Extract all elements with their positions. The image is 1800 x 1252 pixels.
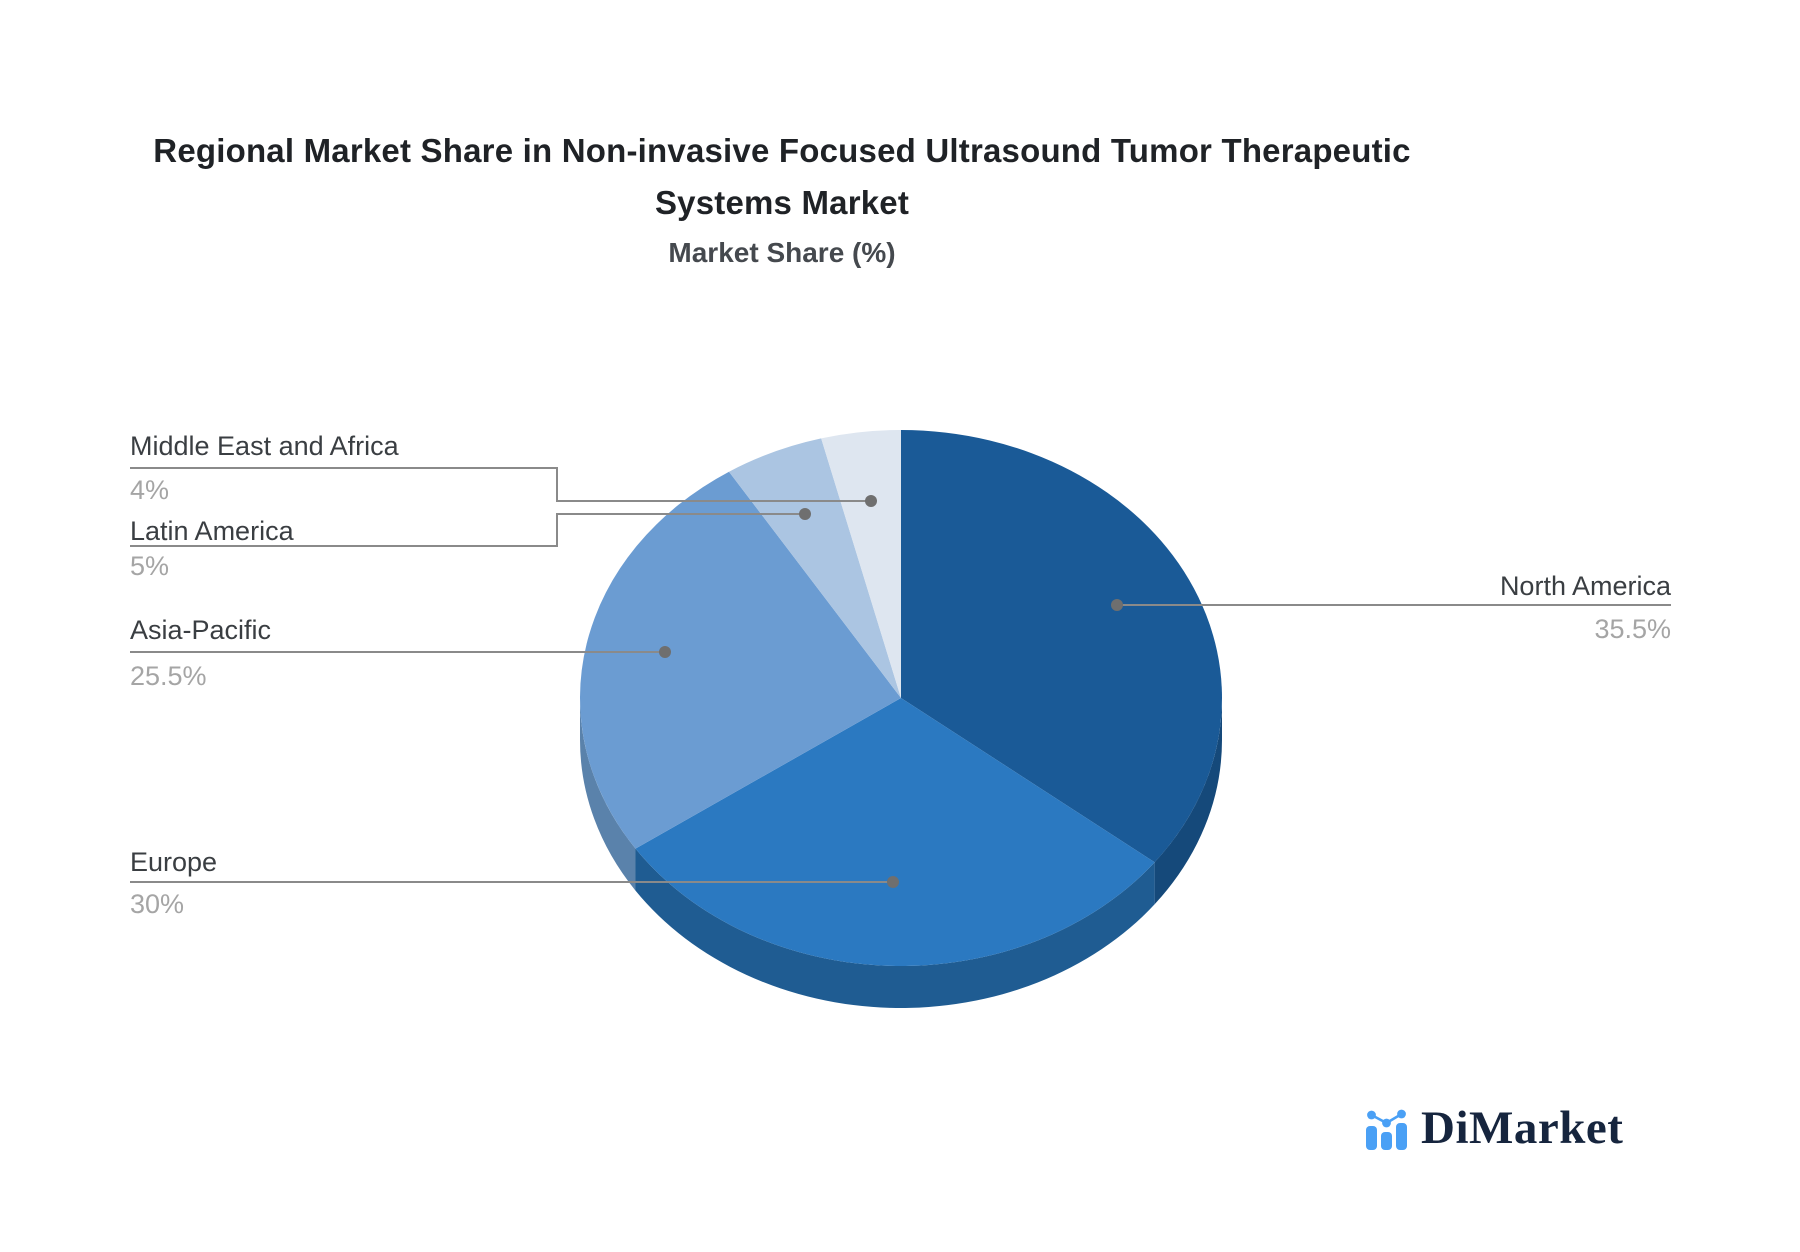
chart-subtitle: Market Share (%) [668, 237, 896, 268]
pie-slice-europe [635, 698, 1155, 966]
logo-wordmark: DiMarket [1421, 1102, 1624, 1154]
slice-value-middle-east-africa: 4% [130, 475, 170, 505]
slice-value-europe: 30% [130, 889, 185, 919]
leader-dot-middle-east-and-africa [865, 495, 877, 507]
pie-slice-side-europe [635, 848, 1155, 1008]
pie-slice-middle-east-and-africa [821, 430, 901, 698]
leader-dot-latin-america [799, 508, 811, 520]
leader-dot-north-america [1111, 599, 1123, 611]
chart-title-line1: Regional Market Share in Non-invasive Fo… [153, 132, 1411, 169]
slice-label-europe: Europe [130, 847, 218, 877]
dimarket-logo: DiMarket [1362, 1096, 1623, 1152]
pie-slice-asia-pacific [580, 471, 901, 849]
leader-line-middle-east-and-africa [130, 467, 871, 502]
leader-line-latin-america [130, 513, 805, 547]
pie-slice-north-america [901, 430, 1222, 863]
pie-slice-side-asia-pacific [580, 698, 636, 891]
slice-label-middle-east-africa: Middle East and Africa [130, 431, 399, 461]
leader-dot-europe [887, 876, 899, 888]
slice-label-latin-america: Latin America [130, 516, 294, 546]
slice-label-north-america: North America [1499, 571, 1671, 601]
leader-dot-asia-pacific [659, 646, 671, 658]
pie-slice-latin-america [728, 438, 901, 698]
slice-value-latin-america: 5% [130, 551, 170, 581]
chart-title-line2: Systems Market [654, 184, 910, 221]
slice-value-north-america: 35.5% [1594, 614, 1671, 644]
pie-slice-side-north-america [1154, 698, 1222, 905]
slice-value-asia-pacific: 25.5% [130, 661, 207, 691]
slice-label-asia-pacific: Asia-Pacific [130, 615, 272, 645]
bar-chart-trend-icon [1366, 1109, 1407, 1150]
